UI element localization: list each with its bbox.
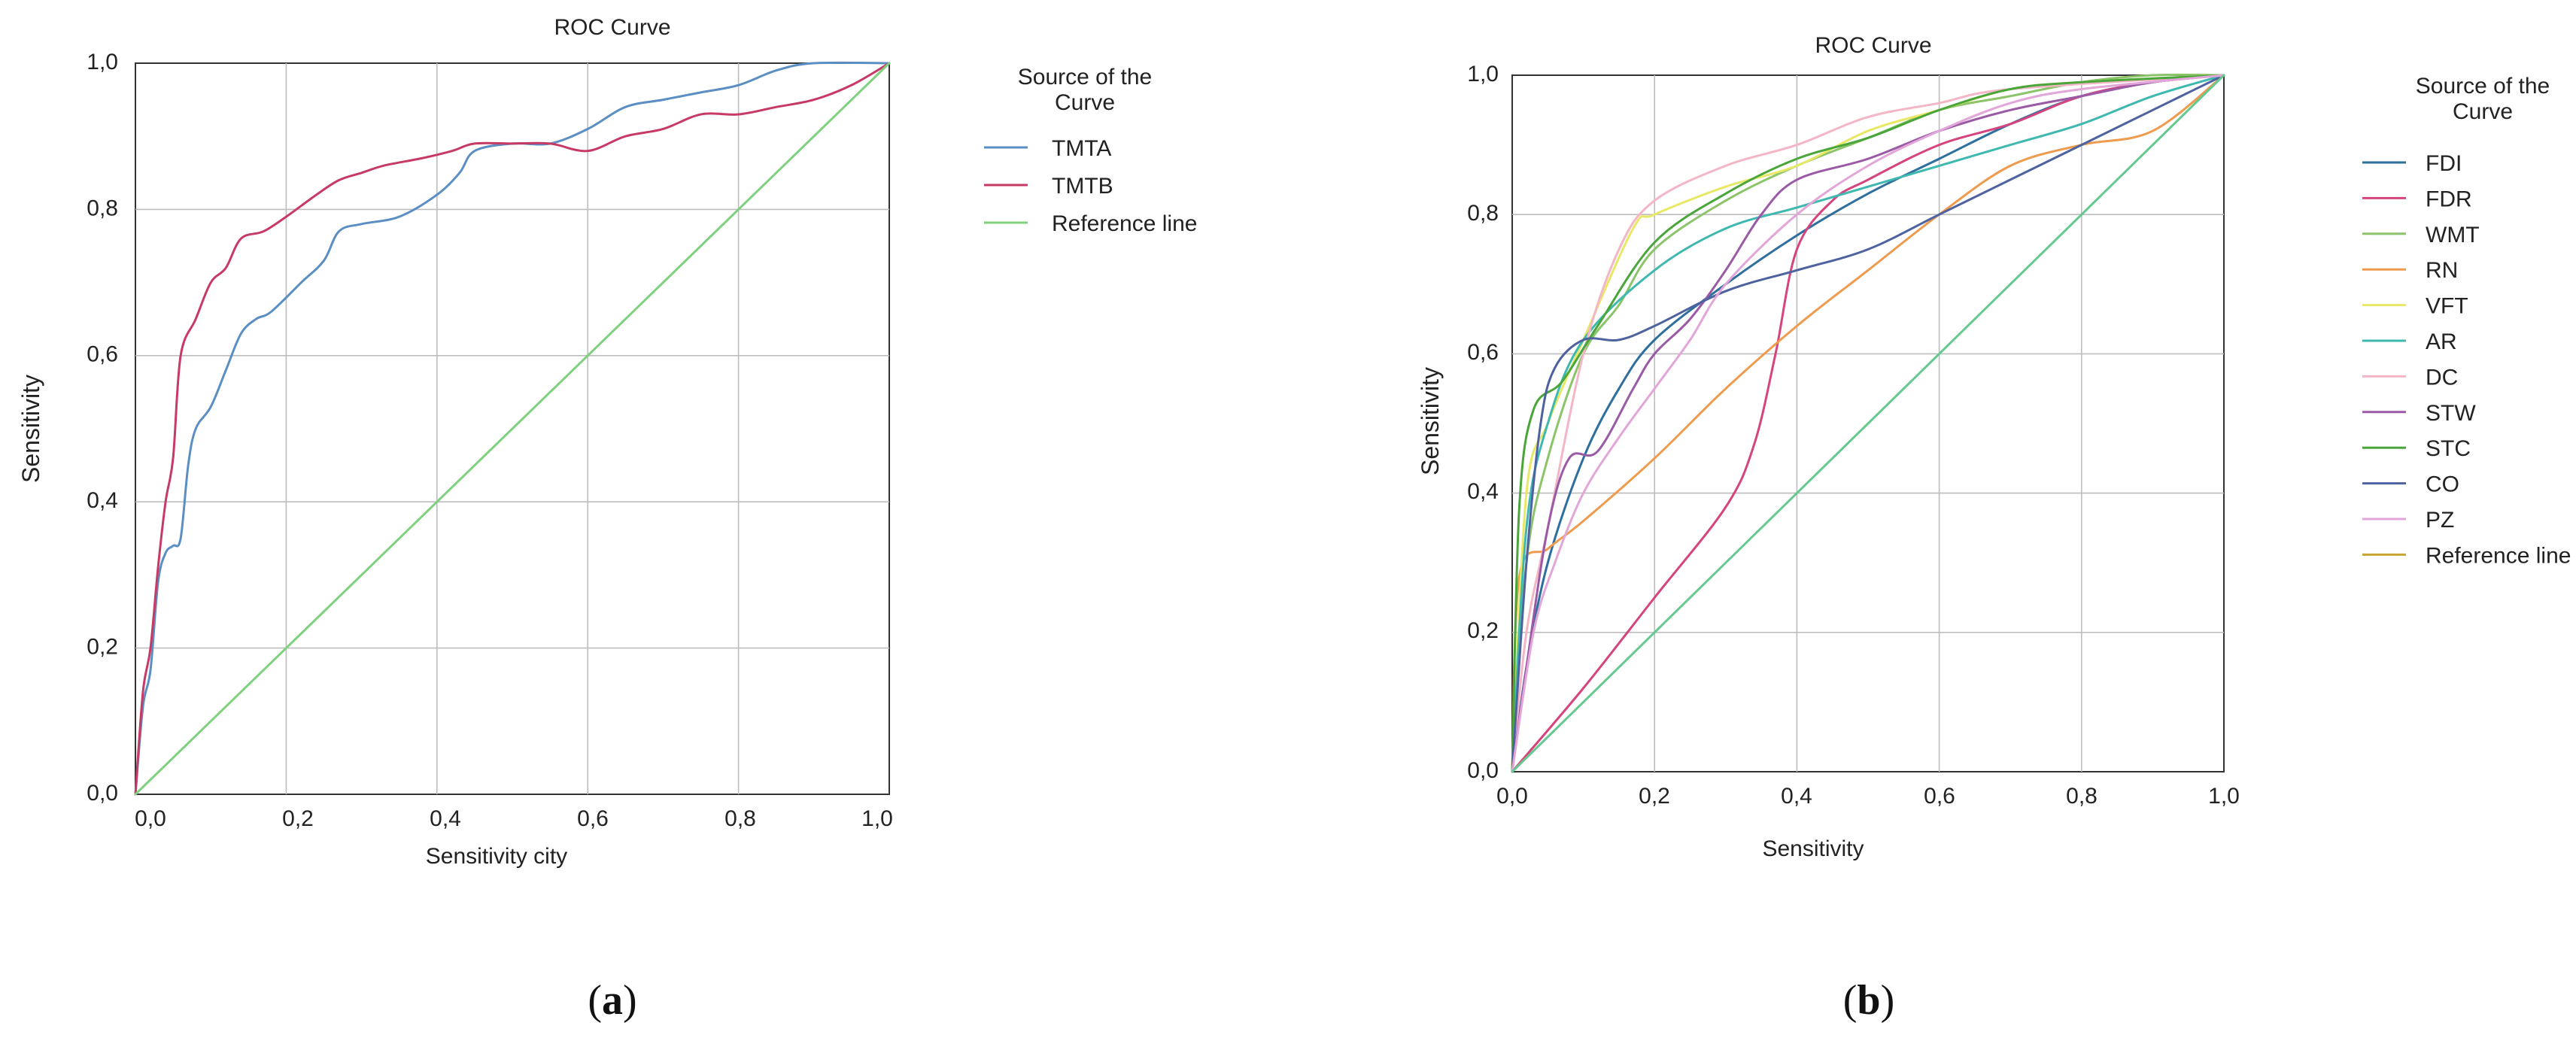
a-ytick-3: 0,6	[87, 342, 118, 367]
legend-label-pz: PZ	[2426, 508, 2454, 533]
panel-b-legend-title-line2: Curve	[2453, 99, 2513, 124]
b-ytick-4: 0,8	[1467, 201, 1499, 226]
panel-a-caption: (a)	[588, 977, 636, 1024]
panel-b-series	[1511, 73, 2225, 773]
a-series-tmtb	[134, 62, 891, 796]
panel-b: ROC Curve 0,0 0,2 0,4 0,6 0,8 1,0 0,0 0,…	[1417, 33, 2571, 1024]
b-ytick-2: 0,4	[1467, 479, 1499, 504]
b-xtick-2: 0,4	[1781, 784, 1812, 809]
b-xtick-4: 0,8	[2066, 784, 2098, 809]
legend-label-tmtb: TMTB	[1052, 174, 1113, 199]
panel-a-plot-frame	[135, 62, 890, 795]
panel-a-grid	[135, 63, 889, 794]
panel-b-xlabel: Sensitivity	[1762, 836, 1864, 861]
panel-a-title: ROC Curve	[554, 15, 670, 40]
a-xtick-5: 1,0	[861, 806, 893, 831]
legend-label-rn: RN	[2426, 258, 2458, 283]
panel-a-series	[134, 61, 891, 796]
a-xtick-3: 0,6	[577, 806, 609, 831]
panel-b-legend-items: FDI FDR WMT RN VFT AR DC STW STC CO PZ Reference li…	[2362, 151, 2571, 568]
b-ytick-3: 0,6	[1467, 340, 1499, 365]
panel-a-legend: Source of the Curve TMTA TMTB Reference …	[984, 65, 1197, 236]
a-series-tmta	[134, 61, 891, 796]
legend-label-fdr: FDR	[2426, 187, 2472, 211]
a-xtick-0: 0,0	[135, 806, 166, 831]
legend-label-vft: VFT	[2426, 294, 2468, 319]
panel-b-ticks: 0,0 0,2 0,4 0,6 0,8 1,0 0,0 0,2 0,4 0,6 …	[1467, 62, 2240, 809]
panel-b-title: ROC Curve	[1815, 33, 1931, 58]
a-ytick-0: 0,0	[87, 781, 118, 806]
legend-label-dc: DC	[2426, 365, 2458, 390]
b-ytick-1: 0,2	[1467, 618, 1499, 643]
b-xtick-1: 0,2	[1639, 784, 1670, 809]
panel-b-plot-frame	[1511, 74, 2225, 772]
a-series-reference-line	[134, 62, 891, 796]
panel-b-caption-letter: b	[1857, 977, 1880, 1024]
legend-label-reference-line: Reference line	[2426, 543, 2571, 568]
panel-b-caption: (b)	[1843, 977, 1894, 1024]
panel-b-legend-title-line1: Source of the	[2416, 74, 2550, 99]
panel-b-ylabel: Sensitivity	[1417, 367, 1444, 475]
legend-label-reference-line: Reference line	[1052, 211, 1197, 236]
legend-label-fdi: FDI	[2426, 151, 2462, 176]
b-xtick-3: 0,6	[1924, 784, 1955, 809]
legend-label-tmta: TMTA	[1052, 136, 1111, 161]
legend-label-co: CO	[2426, 472, 2459, 497]
b-series-wmt	[1511, 73, 2225, 773]
panel-b-legend: Source of the Curve FDI FDR WMT RN VFT AR DC ST…	[2362, 74, 2571, 568]
panel-b-grid	[1512, 75, 2224, 772]
b-series-stc	[1511, 74, 2225, 773]
b-series-pz	[1511, 74, 2225, 773]
panel-a-ticks: 0,0 0,2 0,4 0,6 0,8 1,0 0,0 0,2 0,4 0,6 …	[87, 50, 893, 831]
b-series-stw	[1511, 74, 2225, 773]
svg-text:(a): (a)	[588, 977, 636, 1024]
legend-label-stw: STW	[2426, 401, 2476, 426]
b-xtick-0: 0,0	[1496, 784, 1528, 809]
b-ytick-0: 0,0	[1467, 758, 1499, 783]
b-ytick-5: 1,0	[1467, 62, 1499, 86]
a-xtick-2: 0,4	[430, 806, 461, 831]
a-ytick-5: 1,0	[87, 50, 118, 74]
b-series-fdr	[1511, 74, 2225, 773]
panel-a-caption-letter: a	[602, 977, 623, 1024]
panel-a: ROC Curve 0,0 0,2 0,4 0,6 0,8 1,0 0,0 0,…	[17, 15, 1197, 1024]
legend-label-wmt: WMT	[2426, 223, 2480, 247]
b-series-co	[1511, 74, 2225, 773]
panel-a-ylabel: Sensitivity	[17, 375, 44, 483]
panel-a-xlabel: Sensitivity city	[426, 844, 567, 869]
legend-label-ar: AR	[2426, 329, 2457, 354]
b-xtick-5: 1,0	[2208, 784, 2240, 809]
a-xtick-1: 0,2	[282, 806, 314, 831]
legend-label-stc: STC	[2426, 436, 2471, 461]
a-xtick-4: 0,8	[724, 806, 756, 831]
a-ytick-1: 0,2	[87, 635, 118, 660]
b-series-reference-diagonal	[1511, 74, 2225, 773]
panel-a-legend-title-line1: Source of the	[1018, 65, 1152, 90]
svg-text:(b): (b)	[1843, 977, 1894, 1024]
a-ytick-4: 0,8	[87, 196, 118, 220]
a-ytick-2: 0,4	[87, 488, 118, 513]
panel-a-legend-title-line2: Curve	[1055, 90, 1115, 115]
